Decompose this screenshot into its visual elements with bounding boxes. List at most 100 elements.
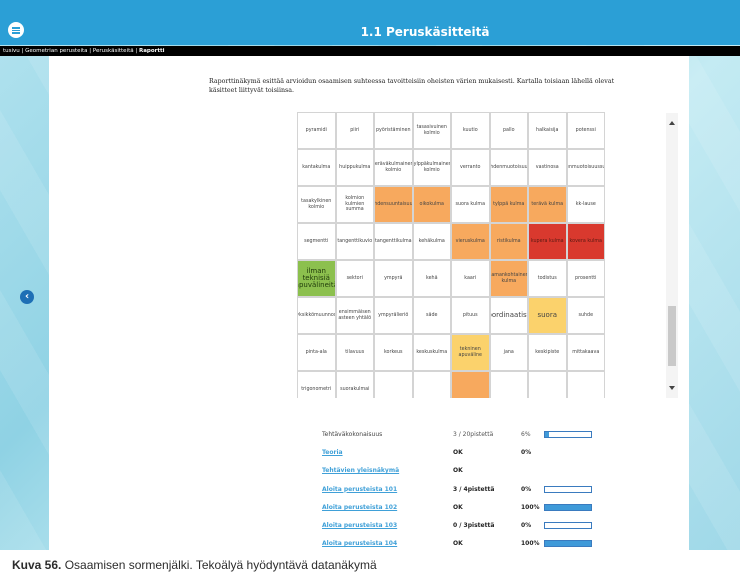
concept-cell[interactable]: tekninen apuväline [451, 334, 490, 371]
concept-cell[interactable] [566, 371, 605, 398]
progress-summary: Tehtäväkokonaisuus 3 / 20pistettä 6% Teoria… [322, 431, 602, 550]
concept-cell[interactable]: tilavuus [335, 334, 374, 371]
concept-cell[interactable]: ympyrälieriö [374, 297, 413, 334]
concept-cell[interactable]: keskuskulma [412, 334, 451, 371]
breadcrumb: tusivu | Geometrian perusteita | Peruskä… [0, 46, 740, 56]
summary-row: Aloita perusteista 102 OK 100% [322, 503, 602, 522]
concept-cell[interactable] [489, 371, 528, 398]
scroll-thumb[interactable] [668, 306, 676, 366]
concept-cell[interactable]: tylppä kulma [489, 186, 528, 223]
concept-cell[interactable]: suora [528, 297, 567, 334]
concept-cell[interactable]: terävä kulma [528, 186, 567, 223]
summary-link[interactable]: Tehtävien yleisnäkymä [322, 467, 400, 475]
concept-cell[interactable]: kolmion kulmien summa [335, 186, 374, 223]
summary-link[interactable]: Aloita perusteista 101 [322, 485, 398, 493]
concept-cell[interactable]: kaari [451, 260, 490, 297]
concept-cell[interactable]: vastinosa [528, 149, 567, 186]
concept-map-scrollbar[interactable] [666, 113, 678, 398]
concept-cell[interactable]: oikokulma [412, 186, 451, 223]
summary-score: 3 / 4pistettä [453, 485, 495, 493]
concept-cell[interactable]: ympyrä [374, 260, 413, 297]
concept-cell[interactable]: ristikulma [489, 223, 528, 260]
concept-cell[interactable] [528, 371, 567, 398]
concept-cell[interactable]: huippukulma [335, 149, 374, 186]
summary-row: Teoria OK 0% [322, 449, 602, 467]
summary-percent: 100% [521, 540, 540, 548]
summary-score: 3 / 20pistettä [453, 431, 494, 438]
concept-cell[interactable]: tasakylkinen kolmio [297, 186, 336, 223]
menu-icon[interactable] [8, 22, 24, 38]
summary-percent: 6% [521, 431, 531, 438]
concept-cell[interactable]: potenssi [566, 112, 605, 149]
concept-cell[interactable]: korkeus [374, 334, 413, 371]
concept-cell[interactable]: kupera kulma [528, 223, 567, 260]
page-title: 1.1 Peruskäsitteitä [360, 25, 490, 39]
concept-cell[interactable]: verranto [451, 149, 490, 186]
breadcrumb-item[interactable]: Geometrian perusteita [25, 48, 88, 54]
breadcrumb-item[interactable]: Peruskäsitteitä [92, 48, 134, 54]
concept-cell[interactable]: yksikkömuunnos [297, 297, 336, 334]
summary-score: 0 / 3pistettä [453, 521, 495, 529]
concept-cell[interactable]: keskipiste [528, 334, 567, 371]
concept-cell[interactable]: suorakulmai [335, 371, 374, 398]
summary-label: Tehtäväkokonaisuus [322, 431, 383, 438]
concept-cell[interactable]: ilman teknisiä apuvälineitä [297, 260, 336, 297]
concept-cell[interactable]: pallo [489, 112, 528, 149]
progress-bar [544, 540, 592, 548]
concept-cell[interactable]: trigonometri [297, 371, 336, 398]
concept-cell[interactable]: pituus [451, 297, 490, 334]
scroll-up-icon[interactable] [669, 121, 675, 125]
concept-cell[interactable]: pinta-ala [297, 334, 336, 371]
concept-cell[interactable]: teräväkulmainen kolmio [374, 149, 413, 186]
intro-text: Raporttinäkymä esittää arvioidun osaamis… [209, 78, 615, 94]
concept-cell[interactable]: ensimmäisen asteen yhtälö [335, 297, 374, 334]
concept-cell[interactable] [451, 371, 490, 398]
caption-label: Kuva 56. [12, 558, 62, 572]
summary-link[interactable]: Aloita perusteista 104 [322, 540, 398, 548]
summary-link[interactable]: Aloita perusteista 103 [322, 521, 398, 529]
summary-percent: 0% [521, 521, 532, 529]
concept-cell[interactable]: mittakaava [566, 334, 605, 371]
concept-cell[interactable]: piiri [335, 112, 374, 149]
concept-cell[interactable]: todistus [528, 260, 567, 297]
concept-cell[interactable]: kovera kulma [566, 223, 605, 260]
concept-cell[interactable]: prosentti [566, 260, 605, 297]
concept-cell[interactable]: sektori [335, 260, 374, 297]
concept-cell[interactable]: samankohtainen kulma [489, 260, 528, 297]
concept-cell[interactable]: yhdenmuotoisuussuhde [566, 149, 605, 186]
back-arrow-icon[interactable]: ‹ [20, 290, 34, 304]
summary-percent: 0% [521, 449, 532, 457]
caption-text: Osaamisen sormenjälki. Tekoälyä hyödyntä… [61, 558, 377, 572]
concept-cell[interactable]: kuutio [451, 112, 490, 149]
summary-score: OK [453, 540, 463, 548]
concept-cell[interactable]: kantakulma [297, 149, 336, 186]
concept-cell[interactable]: tylppäkulmainen kolmio [412, 149, 451, 186]
concept-cell[interactable]: kk-lause [566, 186, 605, 223]
concept-cell[interactable]: suora kulma [451, 186, 490, 223]
concept-cell[interactable] [374, 371, 413, 398]
concept-map[interactable]: pyramidi piiri pyöristäminen tasasivuinen k… [297, 112, 605, 398]
concept-cell[interactable]: yhdensuuntaisuus [374, 186, 413, 223]
concept-cell[interactable]: pyramidi [297, 112, 336, 149]
concept-cell[interactable]: säde [412, 297, 451, 334]
concept-cell[interactable]: suhde [566, 297, 605, 334]
summary-link[interactable]: Teoria [322, 449, 343, 457]
concept-cell[interactable]: kehäkulma [412, 223, 451, 260]
concept-cell[interactable]: vieruskulma [451, 223, 490, 260]
screenshot: 1.1 Peruskäsitteitä tusivu | Geometrian … [0, 0, 740, 550]
concept-cell[interactable]: jana [489, 334, 528, 371]
concept-cell[interactable]: koordinaatisto [489, 297, 528, 334]
concept-cell[interactable]: halkaisija [528, 112, 567, 149]
concept-cell[interactable]: tasasivuinen kolmio [412, 112, 451, 149]
scroll-down-icon[interactable] [669, 386, 675, 390]
concept-cell[interactable]: tangenttikulma [374, 223, 413, 260]
breadcrumb-item[interactable]: tusivu [3, 48, 20, 54]
concept-cell[interactable]: pyöristäminen [374, 112, 413, 149]
concept-cell[interactable] [412, 371, 451, 398]
summary-link[interactable]: Aloita perusteista 102 [322, 503, 398, 511]
concept-cell[interactable]: yhdenmuotoisuus [489, 149, 528, 186]
breadcrumb-current: Raportti [138, 48, 165, 54]
concept-cell[interactable]: kehä [412, 260, 451, 297]
concept-cell[interactable]: segmentti [297, 223, 336, 260]
concept-cell[interactable]: tangenttikuvio [335, 223, 374, 260]
